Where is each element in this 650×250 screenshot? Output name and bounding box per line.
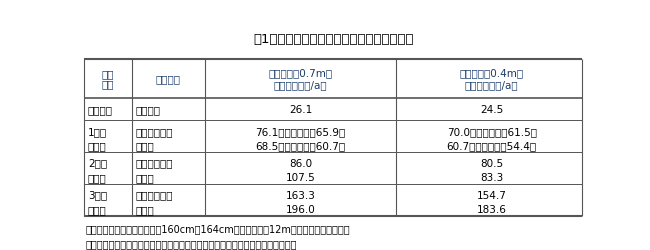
Text: 高ベッド（0.7m）: 高ベッド（0.7m） xyxy=(268,68,332,78)
Text: 注：被験者は女性２名（身長160cmと164cm）。ベッド長12mでの作業時間より算出: 注：被験者は女性２名（身長160cmと164cm）。ベッド長12mでの作業時間よ… xyxy=(85,224,350,234)
Text: 196.0: 196.0 xyxy=(285,204,315,214)
Text: ベッド面: ベッド面 xyxy=(88,104,113,115)
Text: 80.5: 80.5 xyxy=(480,158,503,168)
Text: 163.3: 163.3 xyxy=(285,190,315,200)
Text: 86.0: 86.0 xyxy=(289,158,312,168)
Text: 表1　高設低段密植栽培トマトでの作業能率: 表1 高設低段密植栽培トマトでの作業能率 xyxy=(253,33,413,46)
Text: 作業時間（分/a）: 作業時間（分/a） xyxy=(274,80,327,90)
Text: 60.7（台車利用：54.4）: 60.7（台車利用：54.4） xyxy=(447,140,537,150)
Text: クリップ付けはピンチタイプを使用し、トマト茎を支えながら誘引紐に取付: クリップ付けはピンチタイプを使用し、トマト茎を支えながら誘引紐に取付 xyxy=(85,238,297,248)
Text: 作業時間（分/a）: 作業時間（分/a） xyxy=(465,80,519,90)
Text: 26.1: 26.1 xyxy=(289,104,312,115)
Text: 定植作業: 定植作業 xyxy=(136,104,161,115)
Text: 芽かき: 芽かき xyxy=(136,140,155,150)
Text: 房高さ: 房高さ xyxy=(88,172,107,182)
Text: 房高さ: 房高さ xyxy=(88,204,107,214)
Text: 作業種類: 作業種類 xyxy=(155,74,181,84)
Text: 芽かき: 芽かき xyxy=(136,204,155,214)
Text: 107.5: 107.5 xyxy=(285,172,315,182)
Text: 154.7: 154.7 xyxy=(477,190,507,200)
Text: 24.5: 24.5 xyxy=(480,104,504,115)
Text: 房高さ: 房高さ xyxy=(88,140,107,150)
Text: 183.6: 183.6 xyxy=(477,204,507,214)
Text: クリップ付け: クリップ付け xyxy=(136,126,173,136)
Text: 70.0（台車利用：61.5）: 70.0（台車利用：61.5） xyxy=(447,126,537,136)
Text: 低ベッド（0.4m）: 低ベッド（0.4m） xyxy=(460,68,524,78)
Text: 68.5（台車利用：60.7）: 68.5（台車利用：60.7） xyxy=(255,140,345,150)
Text: 1段果: 1段果 xyxy=(88,126,107,136)
Text: 2段果: 2段果 xyxy=(88,158,107,168)
Text: 76.1（台車利用：65.9）: 76.1（台車利用：65.9） xyxy=(255,126,346,136)
Text: 位置: 位置 xyxy=(101,79,114,89)
Text: 83.3: 83.3 xyxy=(480,172,504,182)
Text: 3段果: 3段果 xyxy=(88,190,107,200)
Text: 作業: 作業 xyxy=(101,69,114,79)
Text: 芽かき: 芽かき xyxy=(136,172,155,182)
Text: クリップ付け: クリップ付け xyxy=(136,158,173,168)
Text: クリップ付け: クリップ付け xyxy=(136,190,173,200)
